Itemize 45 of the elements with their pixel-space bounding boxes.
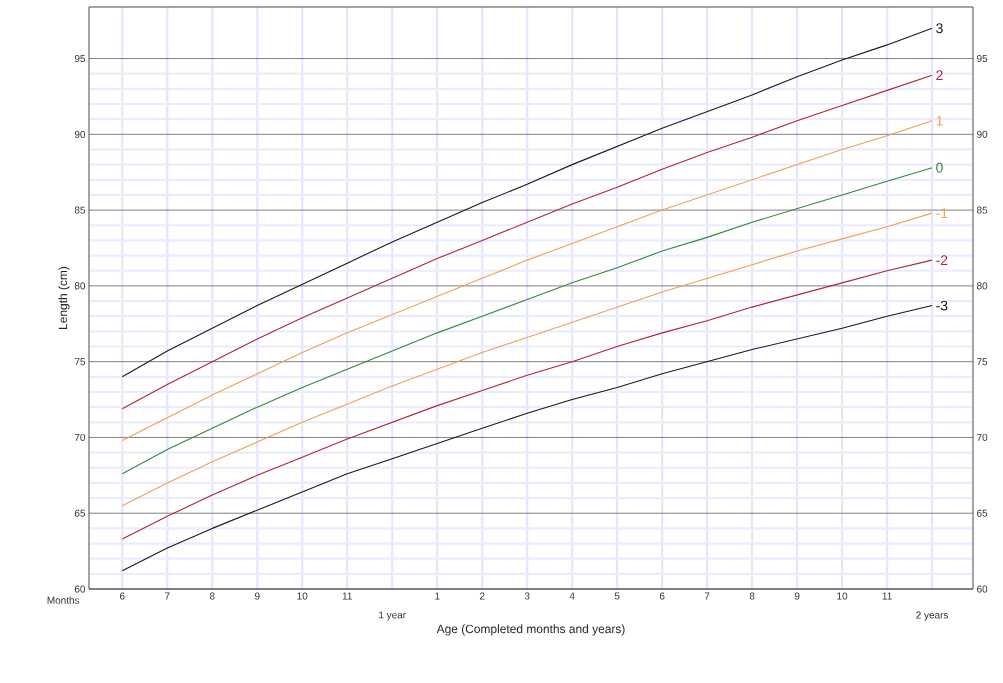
x-tick-label: 9	[794, 592, 800, 600]
x-tick-label: 7	[165, 592, 170, 600]
y-tick-label: 85	[74, 206, 86, 214]
y2-tick-label: 70	[977, 433, 988, 441]
series-label: -3	[936, 300, 948, 311]
series-label: -2	[936, 255, 948, 265]
y2-tick-label: 60	[977, 585, 988, 593]
y2-tick-label: 80	[976, 282, 988, 290]
y-axis-title: Length (cm)	[58, 266, 70, 329]
y-tick-label: 95	[74, 55, 86, 63]
x-tick-label: 1	[435, 592, 440, 600]
x-tick-label: 6	[120, 592, 125, 600]
series-label: 1	[936, 115, 943, 126]
x-tick-label: 9	[254, 592, 260, 600]
x-tick-label: 8	[749, 592, 755, 600]
text: Months	[47, 596, 80, 604]
x-tick-label: 5	[614, 592, 620, 600]
y2-tick-label: 90	[977, 130, 988, 138]
y2-tick-label: 95	[977, 55, 988, 63]
y2-tick-label: 65	[977, 509, 988, 517]
x-tick-label: 2	[479, 592, 485, 600]
x-tick-label: 3	[524, 592, 530, 600]
x-tick-label: 7	[704, 592, 710, 600]
series-label: 3	[936, 23, 943, 34]
y-tick-label: 60	[74, 585, 86, 593]
y2-tick-label: 85	[976, 206, 988, 214]
y-tick-label: 90	[74, 130, 86, 138]
y-tick-label: 75	[74, 358, 86, 366]
y2-tick-label: 75	[977, 358, 988, 366]
x-tick-label: 10	[837, 592, 848, 600]
series-label: 0	[936, 162, 943, 173]
x-tick-label: 10	[297, 592, 308, 600]
x-tick-label: 4	[569, 592, 575, 600]
x-axis-title: Age (Completed months and years)	[436, 624, 625, 636]
x-tick-label: 8	[209, 592, 215, 600]
y-tick-label: 65	[74, 509, 86, 517]
text: 2 years	[916, 611, 949, 621]
text: 1 year	[379, 611, 406, 621]
y-tick-label: 80	[74, 282, 86, 290]
y-tick-label: 70	[74, 433, 86, 441]
series-label: 2	[936, 70, 943, 81]
x-tick-label: 11	[342, 592, 352, 600]
x-tick-label: 11	[882, 592, 892, 600]
series-label: -1	[936, 208, 948, 218]
x-tick-label: 6	[659, 592, 665, 600]
